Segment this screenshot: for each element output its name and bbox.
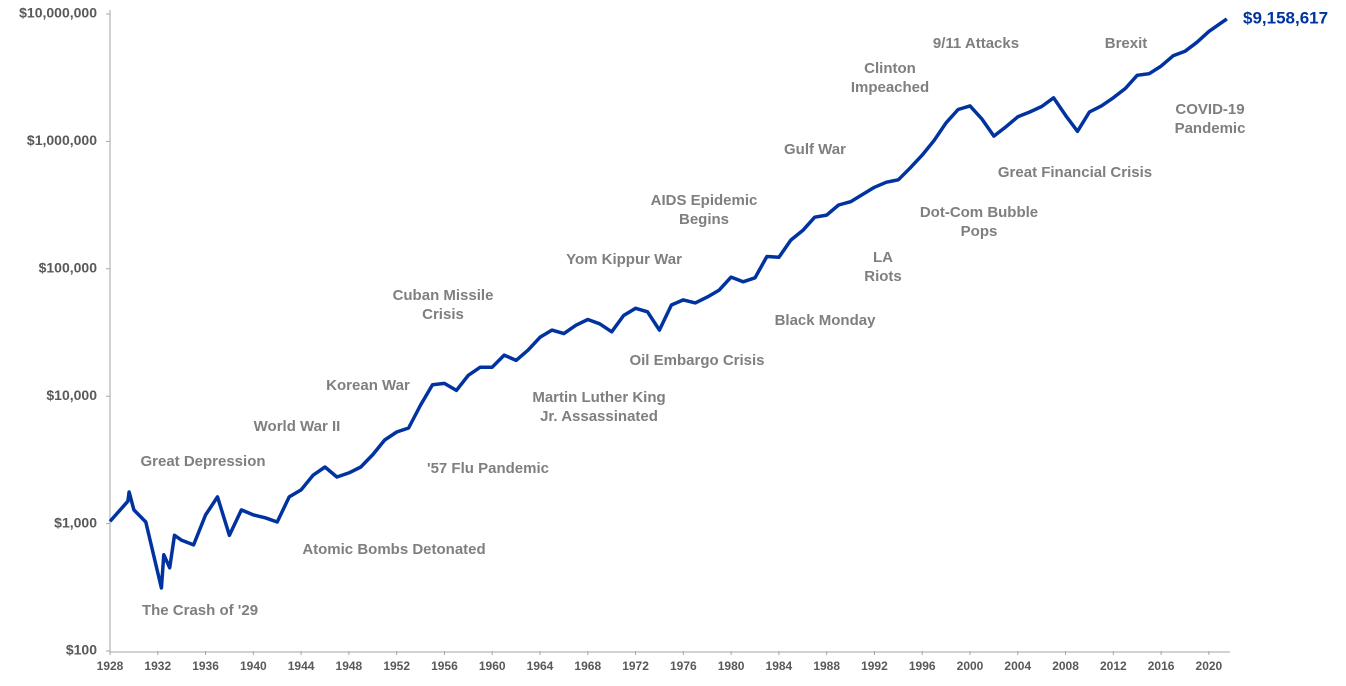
annotation: Atomic Bombs Detonated — [302, 541, 485, 558]
x-tick-label: 1976 — [670, 659, 697, 673]
x-tick-label: 2020 — [1196, 659, 1223, 673]
annotation: Brexit — [1105, 35, 1148, 52]
x-tick-label: 1964 — [527, 659, 554, 673]
x-tick-label: 1940 — [240, 659, 267, 673]
x-tick-label: 1984 — [766, 659, 793, 673]
x-tick-label: 1988 — [813, 659, 840, 673]
x-tick-label: 2000 — [957, 659, 984, 673]
x-tick-label: 1932 — [144, 659, 171, 673]
annotation: Great Depression — [140, 453, 265, 470]
y-tick-label: $1,000 — [54, 514, 97, 530]
annotation: Riots — [864, 268, 902, 285]
x-tick-label: 1928 — [97, 659, 124, 673]
annotation: Martin Luther King — [532, 389, 665, 406]
annotation: AIDS Epidemic — [651, 192, 758, 209]
x-tick-label: 1944 — [288, 659, 315, 673]
annotation: Black Monday — [775, 312, 877, 329]
annotation: Yom Kippur War — [566, 251, 682, 268]
x-tick-label: 1996 — [909, 659, 936, 673]
annotation: Impeached — [851, 79, 929, 96]
annotation: Jr. Assassinated — [540, 408, 658, 425]
end-value-label: $9,158,617 — [1243, 8, 1328, 27]
x-tick-label: 1980 — [718, 659, 745, 673]
x-tick-label: 1956 — [431, 659, 458, 673]
x-tick-label: 2016 — [1148, 659, 1175, 673]
annotation: Great Financial Crisis — [998, 164, 1152, 181]
y-tick-label: $100 — [66, 642, 97, 658]
annotation: The Crash of '29 — [142, 602, 258, 619]
y-tick-label: $100,000 — [39, 260, 98, 276]
annotation: Gulf War — [784, 141, 846, 158]
annotation: '57 Flu Pandemic — [427, 460, 549, 477]
annotation: 9/11 Attacks — [933, 35, 1019, 52]
x-tick-label: 2012 — [1100, 659, 1127, 673]
x-tick-label: 1936 — [192, 659, 219, 673]
annotation: Pandemic — [1175, 120, 1246, 137]
y-tick-label: $10,000 — [46, 387, 97, 403]
annotation: World War II — [254, 418, 341, 435]
annotation: COVID-19 — [1175, 101, 1244, 118]
annotation: LA — [873, 249, 893, 266]
annotation: Dot-Com Bubble — [920, 204, 1038, 221]
annotation: Crisis — [422, 306, 464, 323]
x-tick-label: 1952 — [383, 659, 410, 673]
annotation: Pops — [961, 223, 998, 240]
x-tick-label: 2004 — [1004, 659, 1031, 673]
x-tick-label: 1968 — [574, 659, 601, 673]
annotation: Korean War — [326, 377, 410, 394]
x-tick-label: 1992 — [861, 659, 888, 673]
annotation: Cuban Missile — [393, 287, 494, 304]
x-tick-label: 1972 — [622, 659, 649, 673]
x-tick-label: 2008 — [1052, 659, 1079, 673]
annotation: Oil Embargo Crisis — [629, 352, 764, 369]
x-tick-label: 1948 — [336, 659, 363, 673]
annotation: Begins — [679, 211, 729, 228]
y-tick-label: $1,000,000 — [27, 132, 97, 148]
annotation: Clinton — [864, 60, 916, 77]
y-tick-label: $10,000,000 — [19, 5, 97, 21]
x-tick-label: 1960 — [479, 659, 506, 673]
data-line — [108, 17, 1228, 590]
